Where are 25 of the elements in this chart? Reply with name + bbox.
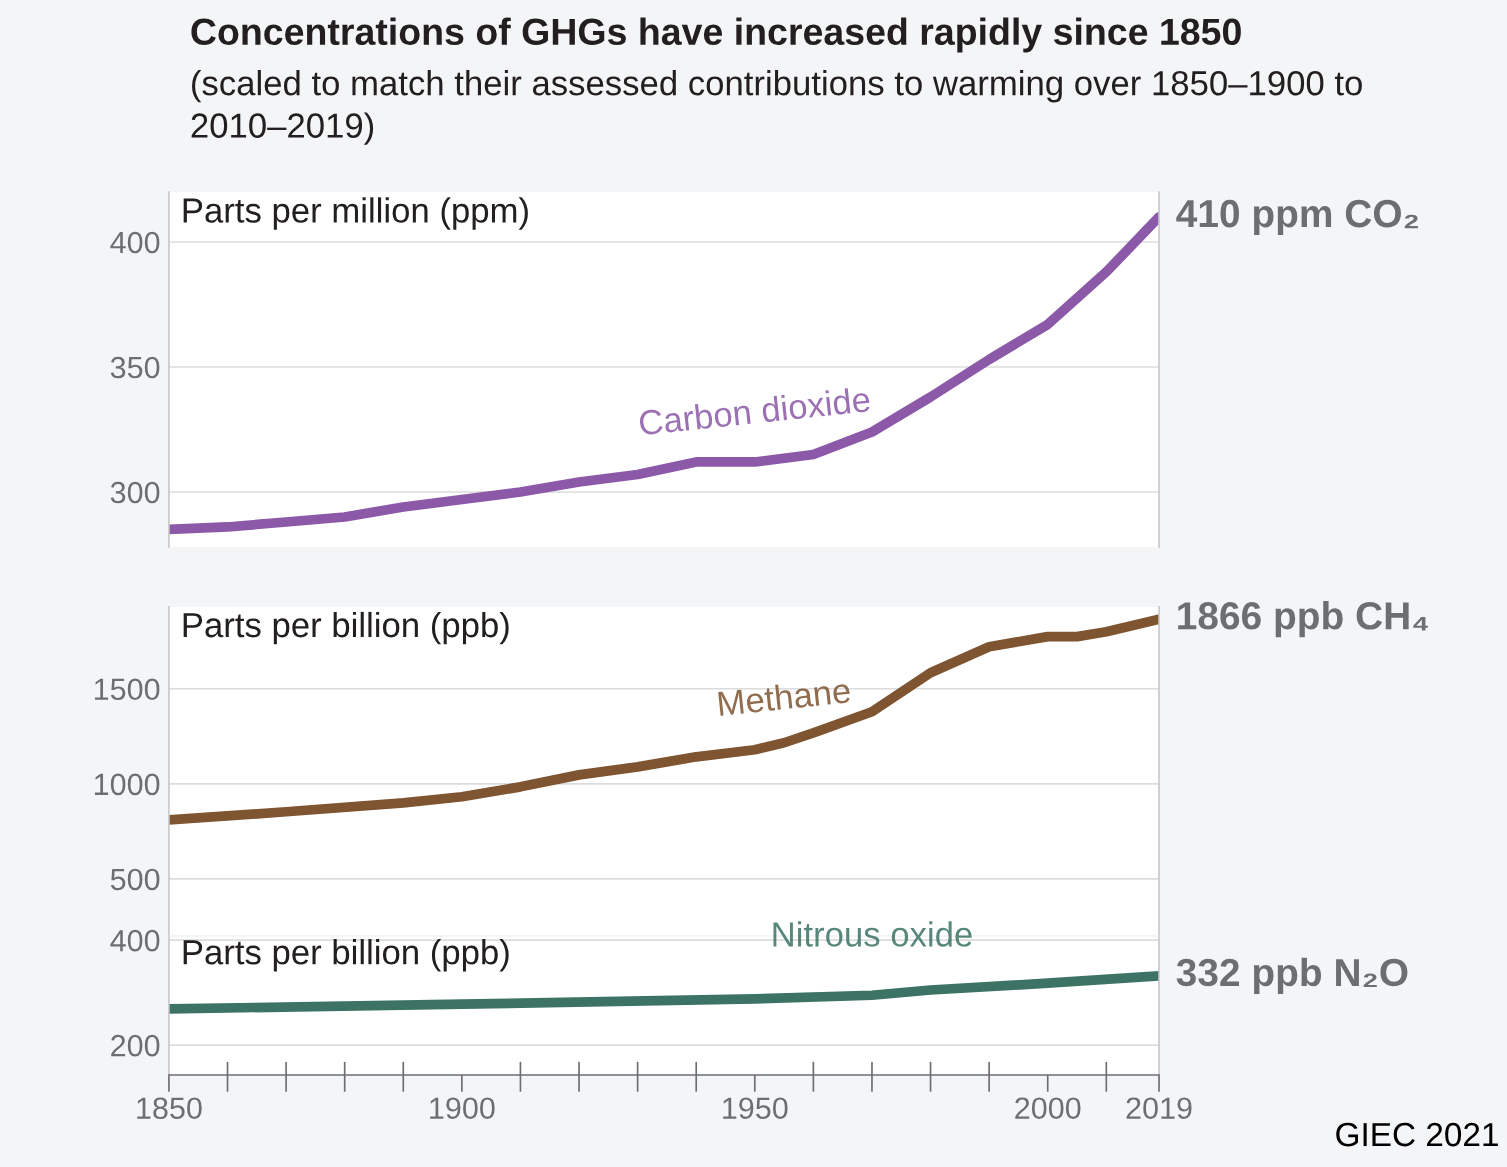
y-tick-label: 1500 bbox=[94, 678, 160, 701]
y-tick-label: 200 bbox=[111, 1034, 160, 1057]
y-axis-title: Parts per billion (ppb) bbox=[183, 939, 509, 972]
y-tick-label: 500 bbox=[110, 868, 160, 891]
y-tick-label: 1000 bbox=[94, 773, 160, 796]
x-tick-label: 1950 bbox=[723, 1097, 788, 1120]
x-tick-label: 1850 bbox=[137, 1097, 202, 1120]
text: Carbon dioxide bbox=[638, 386, 871, 436]
y-tick-label: 400 bbox=[110, 929, 160, 952]
text: 410 ppm CO₂ bbox=[1176, 199, 1418, 236]
series-label: Nitrous oxide bbox=[773, 921, 972, 947]
y-tick-label: 350 bbox=[110, 356, 160, 379]
y-tick-label: 400 bbox=[110, 231, 160, 254]
y-tick-label: 300 bbox=[110, 481, 160, 504]
y-axis-title: Parts per million (ppm) bbox=[183, 197, 528, 230]
x-tick-label: 1900 bbox=[430, 1097, 495, 1120]
text: GIEC 2021 bbox=[1336, 1122, 1498, 1147]
text: 332 ppb N₂O bbox=[1176, 957, 1408, 994]
text: 1866 ppb CH₄ bbox=[1178, 601, 1428, 638]
x-tick-label: 2000 bbox=[1015, 1097, 1081, 1120]
chart-title: Concentrations of GHGs have increased rapidly since 1850 bbox=[191, 17, 1241, 53]
y-axis-title: Parts per billion (ppb) bbox=[183, 611, 509, 645]
text: Methane bbox=[718, 677, 851, 717]
chart-subtitle: (scaled to match their assessed contributions to warming over 1850–1900 to 2010–2019) bbox=[191, 70, 1362, 145]
x-tick-label: 2019 bbox=[1126, 1097, 1192, 1120]
